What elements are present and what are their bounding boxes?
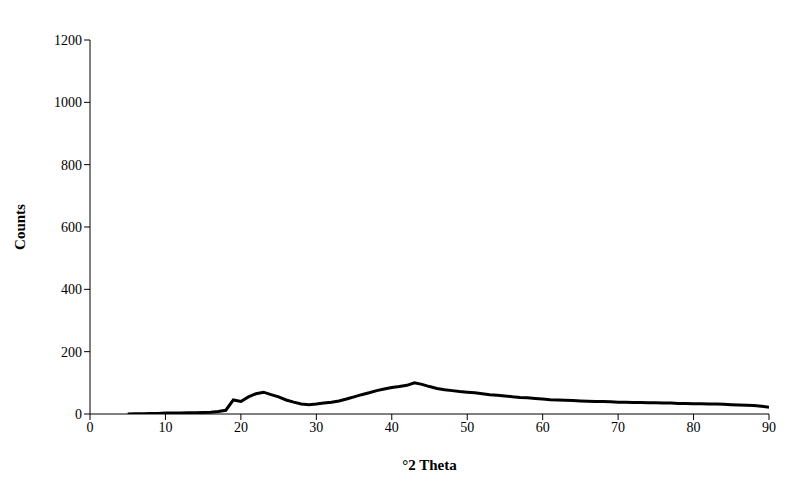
svg-text:°2 Theta: °2 Theta xyxy=(402,457,457,473)
svg-text:10: 10 xyxy=(158,420,172,435)
svg-text:400: 400 xyxy=(61,282,82,297)
svg-text:Counts: Counts xyxy=(12,204,28,250)
svg-text:800: 800 xyxy=(61,158,82,173)
svg-text:1200: 1200 xyxy=(54,33,82,48)
svg-text:70: 70 xyxy=(611,420,625,435)
svg-text:30: 30 xyxy=(309,420,323,435)
svg-text:50: 50 xyxy=(460,420,474,435)
svg-text:1000: 1000 xyxy=(54,95,82,110)
svg-text:0: 0 xyxy=(75,407,82,422)
svg-text:80: 80 xyxy=(687,420,701,435)
svg-text:40: 40 xyxy=(385,420,399,435)
svg-text:200: 200 xyxy=(61,345,82,360)
svg-text:60: 60 xyxy=(536,420,550,435)
svg-text:90: 90 xyxy=(762,420,776,435)
svg-text:0: 0 xyxy=(87,420,94,435)
svg-text:600: 600 xyxy=(61,220,82,235)
svg-text:20: 20 xyxy=(234,420,248,435)
